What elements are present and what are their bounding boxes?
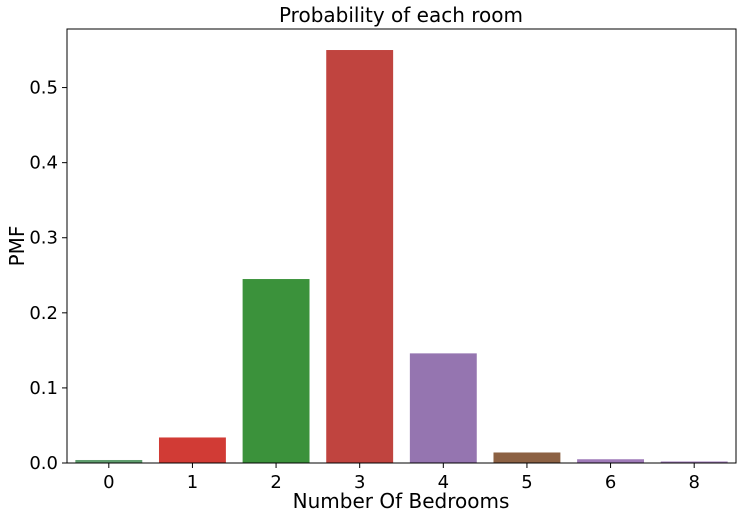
y-tick-label: 0.3 — [29, 228, 58, 249]
y-tick-label: 0.4 — [29, 153, 58, 174]
bar-5 — [493, 452, 561, 463]
plot-frame — [66, 28, 737, 464]
x-tick-label: 0 — [103, 472, 114, 493]
chart-title: Probability of each room — [279, 3, 523, 27]
y-tick-label: 0.2 — [29, 303, 58, 324]
bar-0 — [75, 459, 143, 463]
x-axis: 0 1 2 3 4 5 6 8 — [103, 463, 700, 493]
x-tick-label: 2 — [270, 472, 281, 493]
x-tick-label: 3 — [354, 472, 365, 493]
bar-1 — [158, 437, 226, 463]
bar-6 — [577, 459, 645, 463]
y-axis: 0.0 0.1 0.2 0.3 0.4 0.5 — [29, 78, 67, 474]
x-tick-label: 4 — [438, 472, 449, 493]
bar-2 — [242, 279, 310, 463]
bar-8 — [660, 461, 728, 463]
x-tick-label: 1 — [187, 472, 198, 493]
x-axis-label: Number Of Bedrooms — [293, 489, 510, 513]
bar-3 — [326, 50, 394, 463]
x-tick-label: 8 — [688, 472, 699, 493]
bars-group — [75, 50, 728, 463]
y-tick-label: 0.5 — [29, 78, 58, 99]
y-axis-label: PMF — [5, 226, 29, 267]
bar-4 — [409, 353, 477, 463]
x-tick-label: 6 — [605, 472, 616, 493]
y-tick-label: 0.0 — [29, 453, 58, 474]
x-tick-label: 5 — [521, 472, 532, 493]
y-tick-label: 0.1 — [29, 378, 58, 399]
